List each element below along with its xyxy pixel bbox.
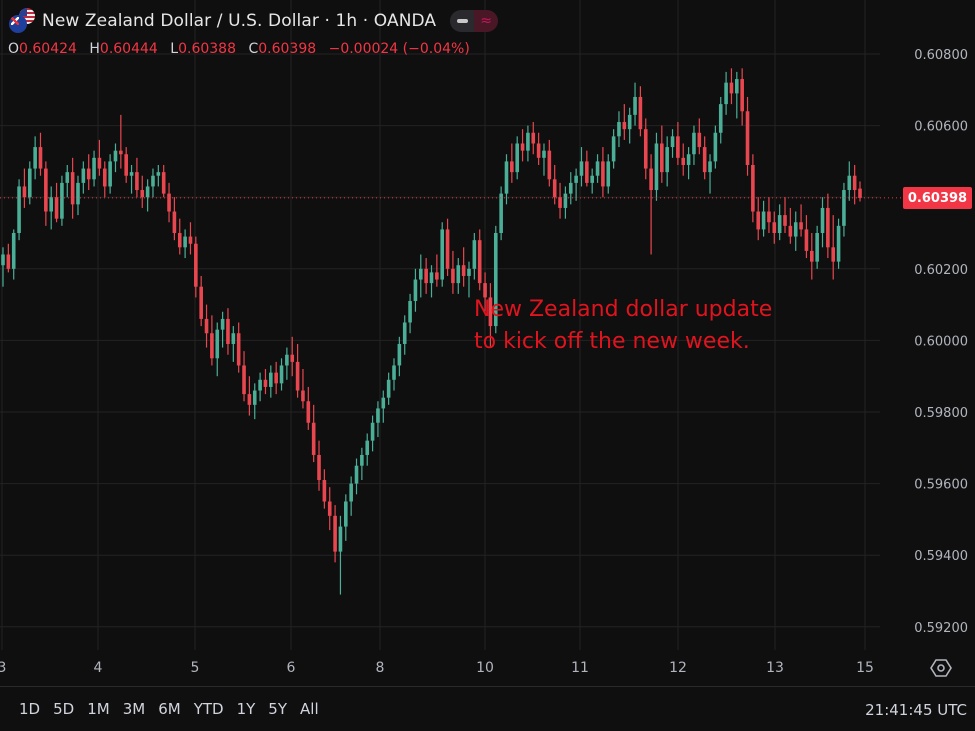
price-tick: 0.59400 — [914, 549, 968, 564]
price-tick: 0.60600 — [914, 120, 968, 135]
minus-icon[interactable] — [450, 10, 475, 32]
range-1d[interactable]: 1D — [19, 700, 41, 718]
low-label: L — [170, 41, 179, 57]
open-label: O — [8, 41, 20, 57]
time-range-selector: 1D 5D 1M 3M 6M YTD 1Y 5Y All — [19, 700, 319, 718]
price-axis[interactable]: 0.608000.606000.604000.602000.600000.598… — [914, 48, 968, 636]
range-6m[interactable]: 6M — [158, 700, 181, 718]
date-tick: 10 — [476, 660, 494, 676]
price-tick: 0.59800 — [914, 406, 968, 421]
approx-wave-icon[interactable]: ≈ — [474, 10, 499, 32]
range-ytd[interactable]: YTD — [193, 700, 224, 718]
chart-grid — [0, 0, 880, 650]
date-tick: 11 — [571, 660, 589, 676]
bottom-toolbar: 1D 5D 1M 3M 6M YTD 1Y 5Y All 21:41:45 UTC — [0, 686, 975, 731]
price-tick: 0.60000 — [914, 334, 968, 349]
annotation-line-1: New Zealand dollar update — [474, 297, 773, 322]
price-tick: 0.60200 — [914, 263, 968, 278]
date-tick: 6 — [287, 660, 296, 676]
high-label: H — [89, 41, 100, 57]
last-price-tag: 0.60398 — [903, 187, 972, 209]
chart-header: New Zealand Dollar / U.S. Dollar · 1h · … — [8, 8, 499, 34]
low-value: 0.60388 — [178, 41, 236, 57]
open-value: 0.60424 — [19, 41, 77, 57]
utc-clock[interactable]: 21:41:45 UTC — [865, 701, 967, 719]
date-tick: 4 — [94, 660, 103, 676]
price-tick: 0.59600 — [914, 478, 968, 493]
date-tick: 3 — [0, 660, 6, 676]
indicator-toggle[interactable]: ≈ — [450, 10, 499, 32]
range-5y[interactable]: 5Y — [268, 700, 288, 718]
date-tick: 8 — [376, 660, 385, 676]
date-tick: 15 — [856, 660, 874, 676]
high-value: 0.60444 — [99, 41, 158, 57]
annotation-line-2: to kick off the new week. — [474, 329, 750, 354]
close-value: 0.60398 — [258, 41, 317, 57]
close-label: C — [248, 41, 259, 57]
range-5d[interactable]: 5D — [53, 700, 75, 718]
price-tick: 0.60800 — [914, 48, 968, 63]
date-tick: 12 — [669, 660, 687, 676]
price-tick: 0.59200 — [914, 621, 968, 636]
date-tick: 13 — [766, 660, 784, 676]
symbol-title[interactable]: New Zealand Dollar / U.S. Dollar · 1h · … — [42, 11, 437, 31]
time-axis[interactable]: 3 4 5 6 8 10 11 12 13 15 — [0, 660, 874, 676]
range-1y[interactable]: 1Y — [236, 700, 256, 718]
settings-hexagon-icon[interactable] — [930, 657, 952, 679]
range-1m[interactable]: 1M — [87, 700, 110, 718]
nzd-usd-flags-icon — [8, 8, 36, 34]
range-all[interactable]: All — [300, 700, 319, 718]
change-value: −0.00024 (−0.04%) — [328, 41, 470, 57]
ohlc-legend: O0.60424 H0.60444 L0.60388 C0.60398 −0.0… — [8, 41, 478, 57]
candles — [1, 68, 862, 595]
date-tick: 5 — [191, 660, 200, 676]
chart-annotation: New Zealand dollar update to kick off th… — [474, 294, 772, 358]
range-3m[interactable]: 3M — [122, 700, 146, 718]
